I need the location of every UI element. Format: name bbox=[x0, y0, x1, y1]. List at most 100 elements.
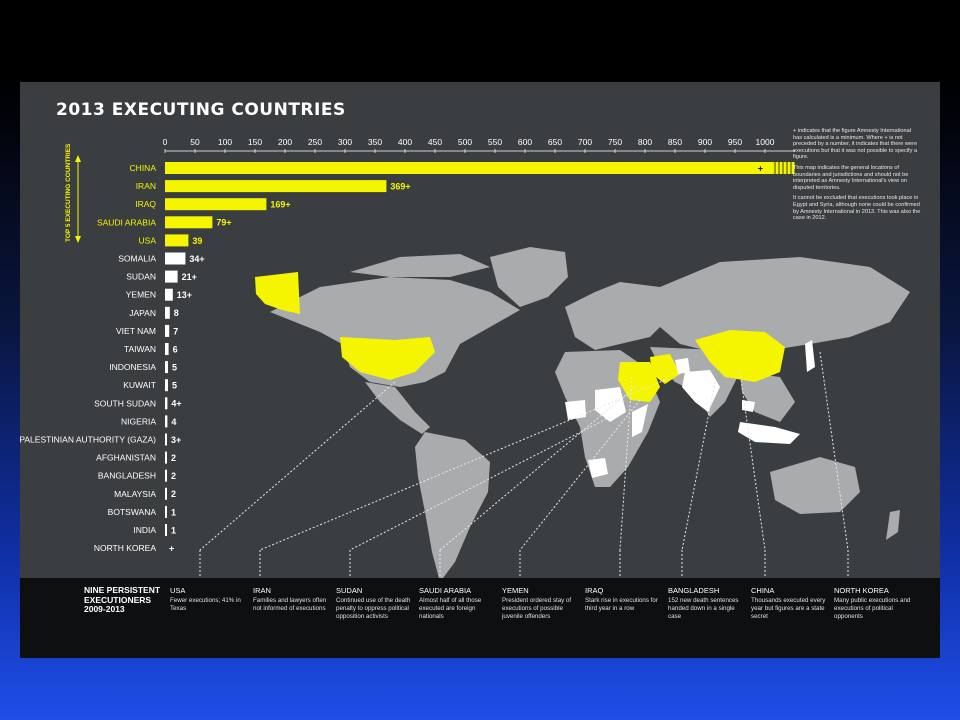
bar bbox=[165, 524, 167, 536]
x-tick-label: 0 bbox=[163, 137, 168, 147]
value-label: 169+ bbox=[270, 200, 290, 210]
bar bbox=[165, 433, 167, 446]
footer-item-name: IRAQ bbox=[585, 586, 604, 595]
value-label: 1 bbox=[171, 525, 176, 535]
bar bbox=[165, 361, 168, 374]
x-tick-label: 450 bbox=[428, 137, 442, 147]
footer-item-desc: President ordered stay of executions of … bbox=[502, 597, 572, 621]
notes-box: + indicates that the figure Amnesty Inte… bbox=[793, 128, 921, 226]
category-label: KUWAIT bbox=[123, 380, 156, 390]
value-label: 13+ bbox=[177, 290, 192, 300]
map-alaska bbox=[255, 272, 300, 314]
category-label: INDONESIA bbox=[109, 362, 156, 372]
world-map bbox=[199, 247, 910, 582]
value-label: 39 bbox=[192, 236, 202, 246]
footer-item-desc: Almost half of all those executed are fo… bbox=[419, 597, 482, 621]
bar bbox=[165, 415, 168, 428]
page-title: 2013 EXECUTING COUNTRIES bbox=[56, 100, 346, 120]
bar bbox=[165, 324, 170, 337]
value-label: 2 bbox=[171, 453, 176, 463]
bar bbox=[165, 198, 267, 211]
value-label: 5 bbox=[172, 381, 177, 391]
value-label: 1 bbox=[171, 507, 176, 517]
bar bbox=[165, 397, 168, 410]
map-malaysia bbox=[742, 400, 755, 412]
map-afghanistan bbox=[675, 358, 690, 374]
map-southeast-asia bbox=[740, 372, 795, 422]
map-north-america bbox=[270, 277, 520, 387]
x-tick-label: 250 bbox=[308, 137, 322, 147]
x-tick-label: 600 bbox=[518, 137, 532, 147]
map-botswana bbox=[588, 458, 608, 478]
footer-item-bangladesh: BANGLADESH 152 new death sentences hande… bbox=[668, 586, 748, 622]
bar bbox=[165, 469, 167, 482]
x-tick-label: 150 bbox=[248, 137, 262, 147]
bar bbox=[165, 288, 173, 301]
footer-item-name: SAUDI ARABIA bbox=[419, 586, 472, 595]
category-label: BOTSWANA bbox=[108, 507, 157, 517]
x-tick-label: 550 bbox=[488, 137, 502, 147]
x-tick-label: 950 bbox=[728, 137, 742, 147]
value-label: 2 bbox=[171, 489, 176, 499]
footer-item-name: IRAN bbox=[253, 586, 271, 595]
x-tick-label: 400 bbox=[398, 137, 412, 147]
category-label: VIET NAM bbox=[116, 326, 156, 336]
category-label: SOUTH SUDAN bbox=[94, 398, 156, 408]
bars-layer: CHINA + IRAN 369+ IRAQ 169+ SAUDI ARABIA 79+ USA… bbox=[20, 162, 796, 553]
category-label: PALESTINIAN AUTHORITY (GAZA) bbox=[20, 435, 156, 445]
x-tick-label: 1000 bbox=[756, 137, 775, 147]
footer-item-desc: 152 new death sentences handed down in a… bbox=[668, 597, 739, 621]
value-label: 3+ bbox=[171, 435, 181, 445]
footer-item-name: NORTH KOREA bbox=[834, 586, 889, 595]
x-tick-label: 350 bbox=[368, 137, 382, 147]
top5-label: TOP 5 EXECUTING COUNTRIES bbox=[65, 143, 72, 242]
bar bbox=[165, 252, 186, 265]
note-egypt-syria: It cannot be excluded that executions to… bbox=[793, 195, 921, 222]
bar bbox=[165, 379, 168, 392]
x-tick-label: 700 bbox=[578, 137, 592, 147]
value-label: 6 bbox=[173, 344, 178, 354]
value-label: 79+ bbox=[216, 218, 231, 228]
footer-item-desc: Continued use of the death penalty to op… bbox=[336, 597, 411, 621]
bar bbox=[165, 180, 387, 193]
footer-item-desc: Families and lawyers often not informed … bbox=[253, 597, 327, 613]
footer-item-sudan: SUDAN Continued use of the death penalty… bbox=[336, 586, 416, 622]
value-label: 8 bbox=[174, 308, 179, 318]
category-label: TAIWAN bbox=[124, 344, 156, 354]
map-usa bbox=[340, 337, 435, 380]
bar bbox=[165, 270, 178, 283]
category-label: SUDAN bbox=[126, 272, 156, 282]
infographic-panel: 0 50 100 150 200 250 300 350 400 450 500 550 600 650 7… bbox=[20, 82, 940, 658]
map-sudan bbox=[595, 387, 626, 422]
map-indonesia bbox=[738, 422, 800, 444]
map-south-america bbox=[415, 432, 490, 582]
top5-bracket: TOP 5 EXECUTING COUNTRIES bbox=[65, 143, 81, 243]
map-canada-arctic bbox=[350, 254, 490, 277]
map-japan bbox=[805, 340, 815, 372]
value-label: 4+ bbox=[171, 399, 181, 409]
footer-title: NINE PERSISTENT EXECUTIONERS 2009-2013 bbox=[84, 585, 161, 614]
value-label: 5 bbox=[172, 362, 177, 372]
category-label: SAUDI ARABIA bbox=[97, 217, 156, 227]
footer-item-name: SUDAN bbox=[336, 586, 363, 595]
category-label: NORTH KOREA bbox=[94, 543, 157, 553]
map-greenland bbox=[490, 247, 568, 307]
x-tick-label: 850 bbox=[668, 137, 682, 147]
bar bbox=[165, 216, 213, 229]
x-tick-label: 50 bbox=[190, 137, 200, 147]
footer-item-north-korea: NORTH KOREA Many public executions and e… bbox=[834, 586, 914, 622]
map-india bbox=[682, 370, 720, 412]
x-axis: 0 50 100 150 200 250 300 350 400 450 500 550 600 650 7… bbox=[163, 137, 795, 153]
footer-item-iraq: IRAQ Stark rise in executions for third … bbox=[585, 586, 665, 613]
chart-canvas: 0 50 100 150 200 250 300 350 400 450 500 550 600 650 7… bbox=[20, 137, 910, 582]
footer-item-usa: USA Fewer executions; 41% in Texas bbox=[170, 586, 250, 613]
footer-item-saudi-arabia: SAUDI ARABIA Almost half of all those ex… bbox=[419, 586, 499, 622]
category-label: SOMALIA bbox=[118, 254, 156, 264]
note-map-boundaries: This map indicates the general locations… bbox=[793, 164, 909, 191]
bar bbox=[165, 487, 167, 500]
bar bbox=[165, 343, 169, 355]
category-label: JAPAN bbox=[129, 308, 156, 318]
map-asia bbox=[660, 257, 910, 354]
bar bbox=[165, 505, 167, 518]
footer-item-iran: IRAN Families and lawyers often not info… bbox=[253, 586, 333, 613]
